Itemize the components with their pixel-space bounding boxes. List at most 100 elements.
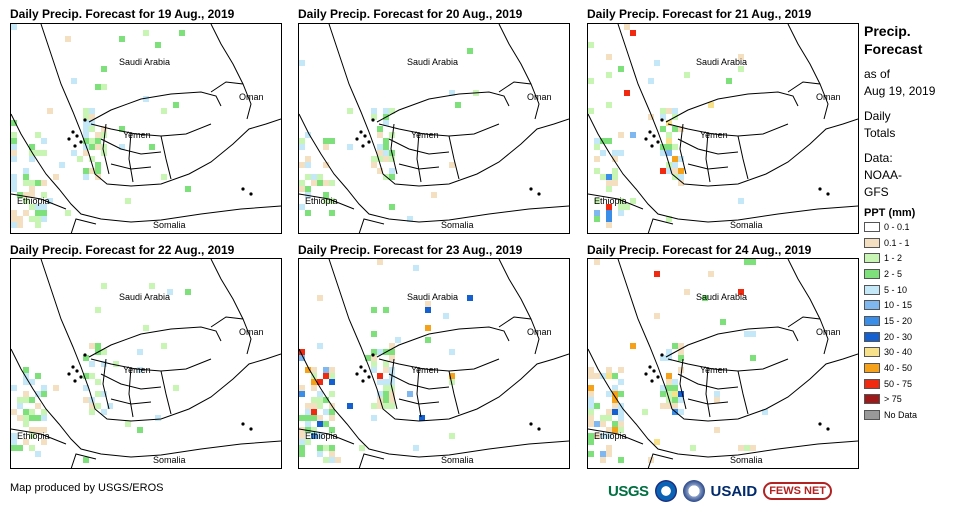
precip-cell <box>389 397 395 403</box>
precip-cell <box>41 385 47 391</box>
border-line <box>299 193 355 210</box>
precip-cell <box>29 379 35 385</box>
precip-cell <box>41 210 47 216</box>
precip-cell <box>89 168 95 174</box>
base-map-svg: Saudi Arabia Oman Yemen Ethiopia Somalia <box>11 259 281 468</box>
legend-daily-line2: Totals <box>864 126 896 140</box>
precip-cell <box>17 397 23 403</box>
precip-cell <box>11 216 17 222</box>
legend-class-label: 5 - 10 <box>884 284 908 295</box>
border-line <box>378 123 500 137</box>
precip-cell <box>660 385 666 391</box>
precip-cell <box>383 150 389 156</box>
precip-cell <box>83 150 89 156</box>
precip-cell <box>17 403 23 409</box>
precip-cell <box>606 210 612 216</box>
precip-cell <box>119 36 125 42</box>
precip-cell <box>666 138 672 144</box>
precip-cell <box>113 361 119 367</box>
legend-daily-line1: Daily <box>864 109 891 123</box>
precip-cell <box>600 415 606 421</box>
precip-cell <box>317 295 323 301</box>
precip-cell <box>59 162 65 168</box>
precip-cell <box>173 385 179 391</box>
precip-cell <box>377 259 383 265</box>
precip-cell <box>600 138 606 144</box>
precip-cell <box>299 138 305 144</box>
island-mark <box>650 379 654 383</box>
precip-cell <box>35 222 41 228</box>
country-label-yemen: Yemen <box>700 130 728 140</box>
precip-cell <box>588 78 594 84</box>
country-label-ethiopia: Ethiopia <box>594 196 627 206</box>
precip-cell <box>630 30 636 36</box>
precip-cell <box>311 379 317 385</box>
precip-cell <box>11 156 17 162</box>
precip-cell <box>83 120 89 126</box>
precip-cell <box>17 222 23 228</box>
precip-cell <box>714 391 720 397</box>
border-line <box>416 131 422 183</box>
border-line <box>299 428 355 445</box>
precip-cell <box>600 373 606 379</box>
island-mark <box>660 118 664 122</box>
precip-cell <box>389 343 395 349</box>
precip-cell <box>377 144 383 150</box>
precip-cell <box>606 216 612 222</box>
precip-cell <box>606 409 612 415</box>
precip-cell <box>377 379 383 385</box>
precip-cell <box>594 198 600 204</box>
legend-swatch <box>864 394 880 405</box>
island-mark <box>826 427 830 431</box>
precip-cell <box>762 409 768 415</box>
precip-cell <box>29 415 35 421</box>
precip-cell <box>329 367 335 373</box>
precip-cell <box>624 24 630 30</box>
precip-cell <box>323 367 329 373</box>
precip-cell <box>89 373 95 379</box>
precip-cell <box>329 210 335 216</box>
precip-cell <box>23 367 29 373</box>
country-label-somalia: Somalia <box>730 455 763 465</box>
precip-cell <box>11 409 17 415</box>
country-label-ethiopia: Ethiopia <box>17 196 50 206</box>
precip-cell <box>359 445 365 451</box>
precip-cell <box>23 421 29 427</box>
precip-cell <box>678 156 684 162</box>
precip-cell <box>299 445 305 451</box>
border-line <box>11 348 281 458</box>
precip-cell <box>588 451 594 457</box>
legend-class-8: 30 - 40 <box>864 345 964 361</box>
precip-cell <box>317 433 323 439</box>
precip-cell <box>678 126 684 132</box>
country-label-saudi: Saudi Arabia <box>407 57 458 67</box>
border-line <box>737 370 749 415</box>
forecast-map-4: Saudi Arabia Oman Yemen Ethiopia Somalia <box>10 258 282 469</box>
precip-cell <box>612 409 618 415</box>
precip-cell <box>377 132 383 138</box>
precip-cell <box>155 415 161 421</box>
island-mark <box>73 144 77 148</box>
precip-cell <box>600 457 606 463</box>
precip-cell <box>41 180 47 186</box>
precip-cell <box>323 138 329 144</box>
precip-cell <box>35 204 41 210</box>
island-mark <box>79 375 83 379</box>
precip-cell <box>41 427 47 433</box>
island-mark <box>67 372 71 376</box>
precip-cell <box>23 192 29 198</box>
precip-cell <box>660 355 666 361</box>
precip-cell <box>612 427 618 433</box>
precip-cell <box>606 174 612 180</box>
precip-cell <box>588 397 594 403</box>
precip-cell <box>606 391 612 397</box>
island-mark <box>650 144 654 148</box>
country-label-oman: Oman <box>816 92 841 102</box>
precip-cell <box>588 385 594 391</box>
precip-cell <box>594 433 600 439</box>
precip-cell <box>95 168 101 174</box>
border-line <box>617 259 858 422</box>
precip-cell <box>672 168 678 174</box>
precip-cell <box>618 132 624 138</box>
precip-cell <box>101 391 107 397</box>
